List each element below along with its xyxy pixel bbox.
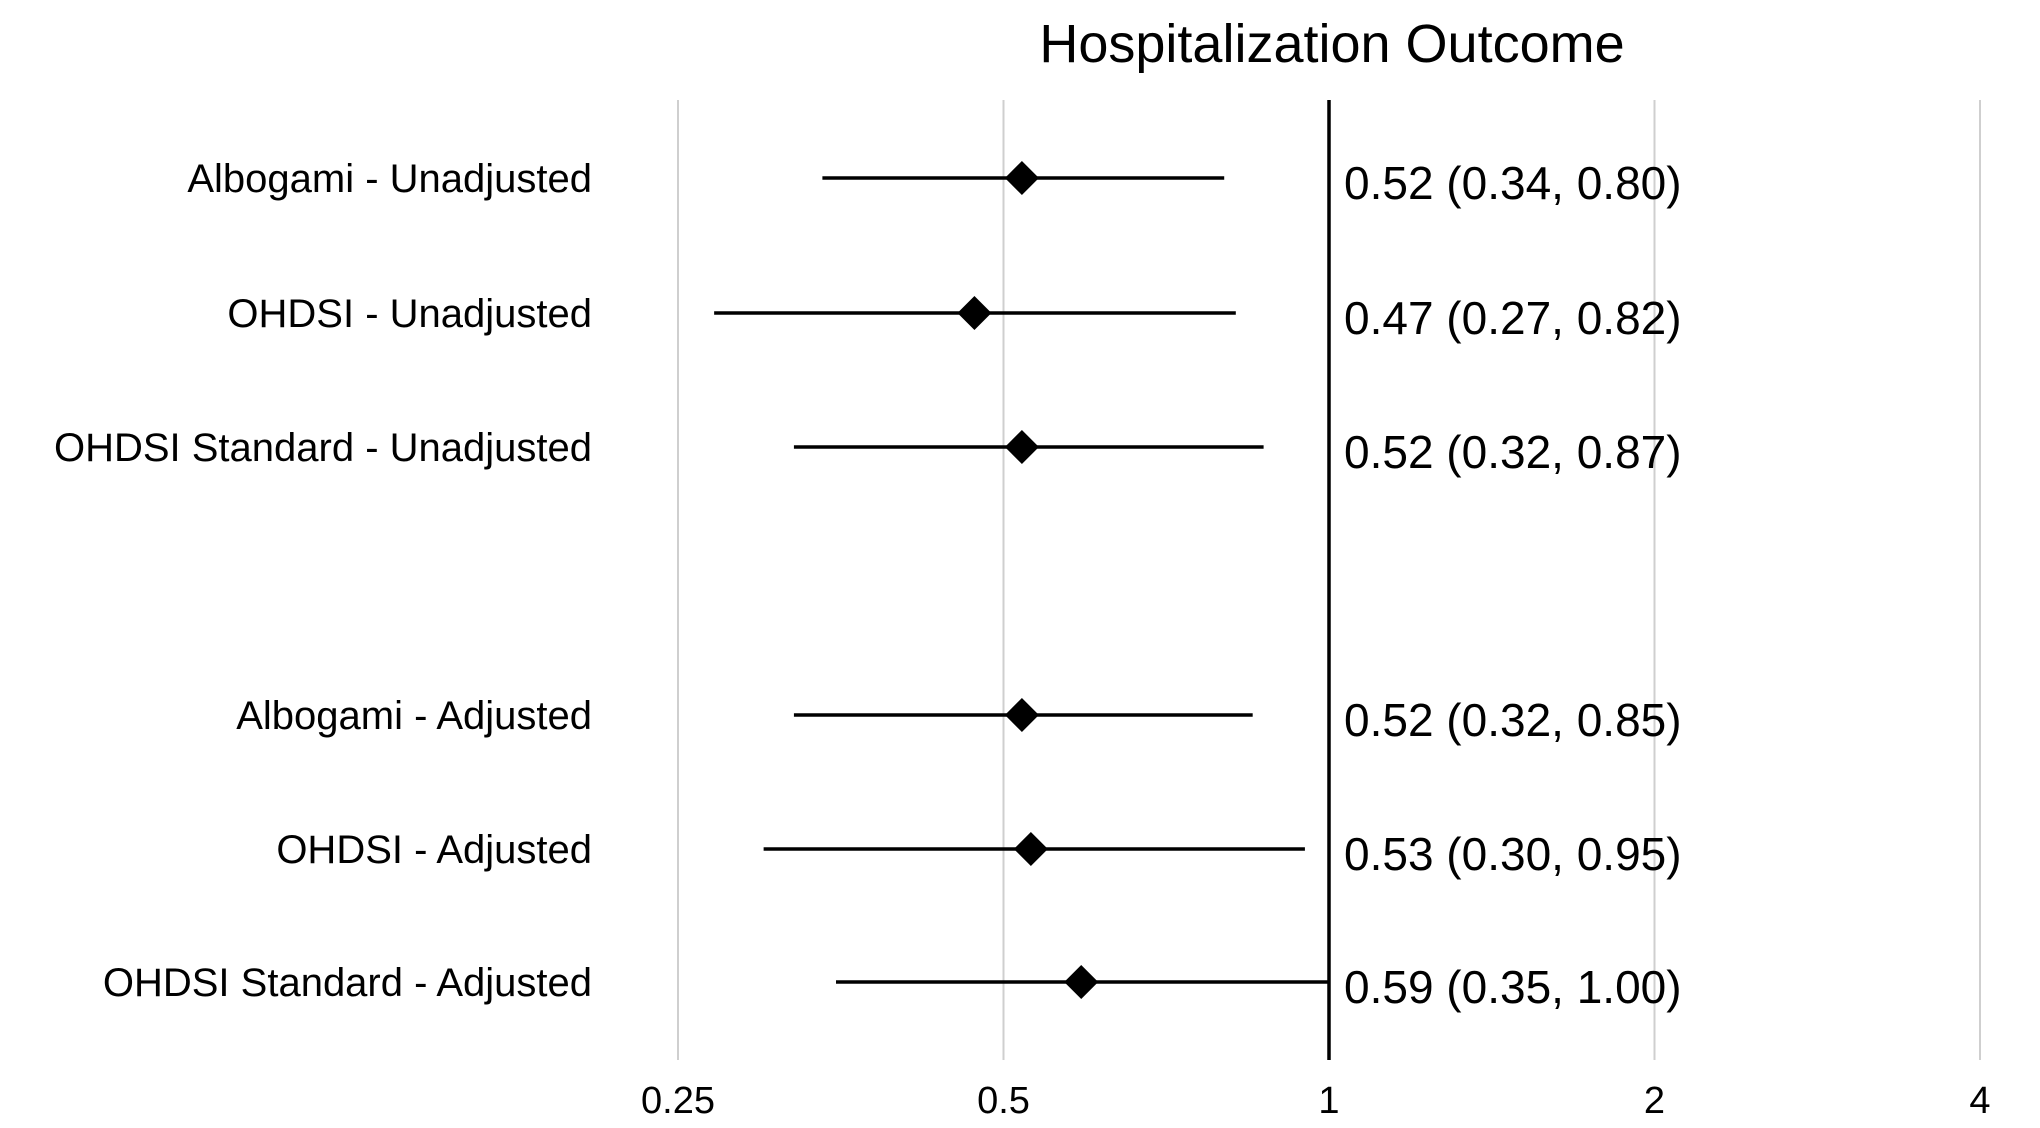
x-axis-ticks: 0.25 0.5 1 2 4	[641, 1080, 1991, 1122]
forest-row: OHDSI Standard - Unadjusted 0.52 (0.32, 0…	[54, 426, 1682, 478]
point-estimate-marker	[1013, 832, 1048, 866]
forest-row: OHDSI - Unadjusted 0.47 (0.27, 0.82)	[227, 292, 1681, 344]
forest-row: OHDSI - Adjusted 0.53 (0.30, 0.95)	[276, 828, 1681, 880]
row-label: OHDSI - Adjusted	[276, 828, 592, 872]
estimate-label: 0.52 (0.34, 0.80)	[1344, 157, 1682, 209]
x-tick-label-1: 0.5	[977, 1080, 1030, 1122]
rows: Albogami - Unadjusted 0.52 (0.34, 0.80) OH…	[54, 157, 1682, 1013]
estimate-label: 0.53 (0.30, 0.95)	[1344, 828, 1682, 880]
row-label: Albogami - Unadjusted	[187, 157, 592, 201]
point-estimate-marker	[1004, 698, 1039, 732]
chart-title: Hospitalization Outcome	[1039, 14, 1624, 74]
x-tick-label-4: 4	[1969, 1080, 1990, 1122]
forest-row: OHDSI Standard - Adjusted 0.59 (0.35, 1.0…	[103, 961, 1682, 1013]
row-label: OHDSI - Unadjusted	[227, 292, 592, 336]
x-tick-label-3: 2	[1644, 1080, 1665, 1122]
x-tick-label-0: 0.25	[641, 1080, 715, 1122]
estimate-label: 0.59 (0.35, 1.00)	[1344, 961, 1682, 1013]
grid-lines	[677, 100, 1981, 1060]
row-label: OHDSI Standard - Unadjusted	[54, 426, 592, 470]
point-estimate-marker	[957, 296, 992, 330]
forest-row: Albogami - Adjusted 0.52 (0.32, 0.85)	[236, 694, 1681, 746]
estimate-label: 0.52 (0.32, 0.87)	[1344, 426, 1682, 478]
estimate-label: 0.47 (0.27, 0.82)	[1344, 292, 1682, 344]
row-label: OHDSI Standard - Adjusted	[103, 961, 592, 1005]
x-tick-label-2: 1	[1318, 1080, 1339, 1122]
point-estimate-marker	[1004, 430, 1039, 464]
forest-row: Albogami - Unadjusted 0.52 (0.34, 0.80)	[187, 157, 1681, 209]
row-label: Albogami - Adjusted	[236, 694, 592, 738]
point-estimate-marker	[1004, 161, 1039, 195]
estimate-label: 0.52 (0.32, 0.85)	[1344, 694, 1682, 746]
point-estimate-marker	[1064, 965, 1099, 999]
